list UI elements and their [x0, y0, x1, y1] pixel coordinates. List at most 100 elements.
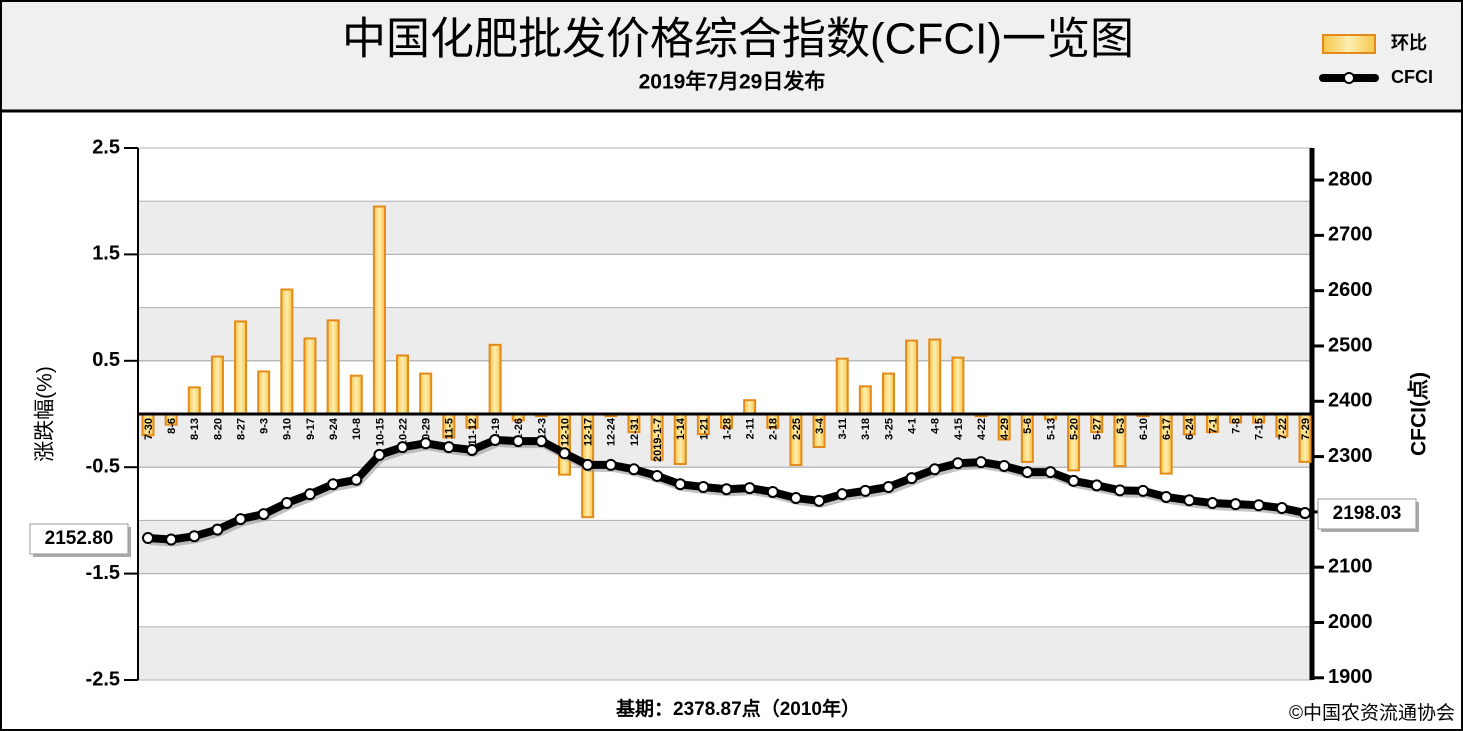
- x-tick-label: 10-8: [351, 418, 363, 440]
- x-tick-label: 4-8: [930, 418, 942, 434]
- line-marker: [142, 531, 154, 544]
- header: [2, 2, 1461, 110]
- line-marker: [928, 463, 941, 476]
- line-marker: [604, 458, 617, 471]
- line-marker: [396, 441, 409, 454]
- bar: [858, 385, 872, 415]
- y-tick-label: 0.5: [92, 349, 120, 371]
- x-tick-label: 7-8: [1230, 418, 1242, 434]
- y2-tick-label: 2400: [1328, 390, 1373, 412]
- line-marker: [188, 530, 201, 543]
- line-marker: [859, 484, 872, 497]
- grid-band: [137, 626, 1313, 681]
- bar: [951, 356, 965, 415]
- x-tick-label: 5-6: [1022, 418, 1034, 434]
- x-tick-label: 8-20: [212, 418, 224, 440]
- line-marker: [558, 447, 571, 460]
- line-marker: [581, 458, 594, 471]
- bar: [372, 205, 386, 415]
- y2-tick-label: 2700: [1328, 224, 1373, 246]
- x-tick-label: 4-29: [999, 418, 1011, 440]
- bar: [743, 399, 757, 415]
- footnote: 基期：2378.87点（2010年）: [615, 697, 860, 720]
- bar: [326, 319, 340, 416]
- line-marker: [766, 485, 779, 498]
- x-tick-label: 12-17: [583, 418, 595, 446]
- y2-tick-label: 2800: [1328, 168, 1373, 190]
- bar: [488, 343, 502, 415]
- x-tick-label: 6-24: [1184, 417, 1196, 440]
- x-tick-label: 8-6: [166, 418, 178, 434]
- value-label-box: [1317, 498, 1417, 530]
- x-tick-label: 2-11: [745, 418, 757, 439]
- legend-marker: [1343, 72, 1355, 84]
- x-tick-label: 7-30: [143, 418, 155, 440]
- x-tick-label: 12-3: [536, 418, 548, 440]
- legend-swatch: [1322, 34, 1376, 54]
- bar: [187, 386, 201, 415]
- line-marker: [1275, 502, 1288, 515]
- x-tick-label: 5-13: [1045, 418, 1057, 440]
- x-tick-label: 6-3: [1115, 418, 1127, 434]
- x-tick-label: 12-31: [629, 418, 641, 446]
- x-tick-label: 6-17: [1161, 418, 1173, 440]
- x-tick-label: 8-27: [235, 418, 247, 440]
- bar: [835, 357, 849, 415]
- line-marker: [327, 478, 340, 491]
- x-tick-label: 7-1: [1207, 418, 1219, 434]
- y-tick-label: -2.5: [86, 668, 120, 690]
- x-tick-label: 3-25: [883, 418, 895, 440]
- bar: [928, 338, 942, 415]
- line-marker: [651, 469, 664, 482]
- y-tick-label: -1.5: [86, 562, 120, 584]
- line-marker: [442, 441, 455, 454]
- line-marker: [1067, 474, 1080, 487]
- line-marker: [789, 492, 802, 505]
- x-tick-label: 4-22: [976, 418, 988, 440]
- line-marker: [743, 482, 756, 495]
- x-tick-label: 5-27: [1092, 418, 1104, 440]
- line-marker: [257, 508, 270, 521]
- x-tick-label: 10-22: [397, 418, 409, 446]
- x-tick-label: 9-3: [259, 418, 271, 434]
- x-tick-label: 1-28: [721, 418, 733, 440]
- bar: [905, 339, 919, 416]
- line-marker: [489, 433, 502, 446]
- x-tick-label: 10-15: [374, 418, 386, 446]
- x-tick-label: 9-10: [282, 418, 294, 440]
- x-tick-label: 7-29: [1300, 418, 1312, 440]
- line-marker: [697, 480, 710, 493]
- y-tick-label: 2.5: [92, 136, 120, 158]
- line-marker: [813, 494, 826, 507]
- line-marker: [165, 533, 178, 546]
- legend-label: CFCI: [1391, 67, 1433, 87]
- line-marker: [535, 435, 548, 448]
- bar: [210, 355, 224, 416]
- y-tick-label: -0.5: [86, 455, 120, 477]
- x-tick-label: 8-13: [189, 418, 201, 440]
- x-tick-label: 4-15: [953, 418, 965, 440]
- x-tick-label: 3-11: [837, 418, 849, 439]
- x-tick-label: 9-24: [328, 417, 340, 440]
- line-marker: [905, 472, 918, 485]
- value-label: 2152.80: [45, 528, 114, 549]
- line-marker: [350, 473, 363, 486]
- grid-band: [137, 200, 1313, 255]
- chart-title: 中国化肥批发价格综合指数(CFCI)一览图: [342, 15, 1134, 64]
- line-marker: [512, 435, 525, 448]
- bar: [280, 288, 294, 415]
- x-tick-label: 6-10: [1138, 418, 1150, 440]
- line-marker: [373, 448, 386, 461]
- line-marker: [998, 459, 1011, 472]
- x-tick-label: 1-21: [698, 418, 710, 440]
- line-marker: [1160, 490, 1173, 503]
- line-marker: [1021, 466, 1034, 479]
- chart-subtitle: 2019年7月29日发布: [639, 70, 826, 94]
- x-tick-label: 11-5: [444, 418, 456, 439]
- y2-tick-label: 2000: [1328, 611, 1373, 633]
- y2-tick-label: 2600: [1328, 279, 1373, 301]
- x-tick-label: 2019-1-7: [652, 418, 664, 462]
- y-axis-label: 涨跌幅(%): [34, 366, 57, 462]
- line-marker: [1044, 466, 1057, 479]
